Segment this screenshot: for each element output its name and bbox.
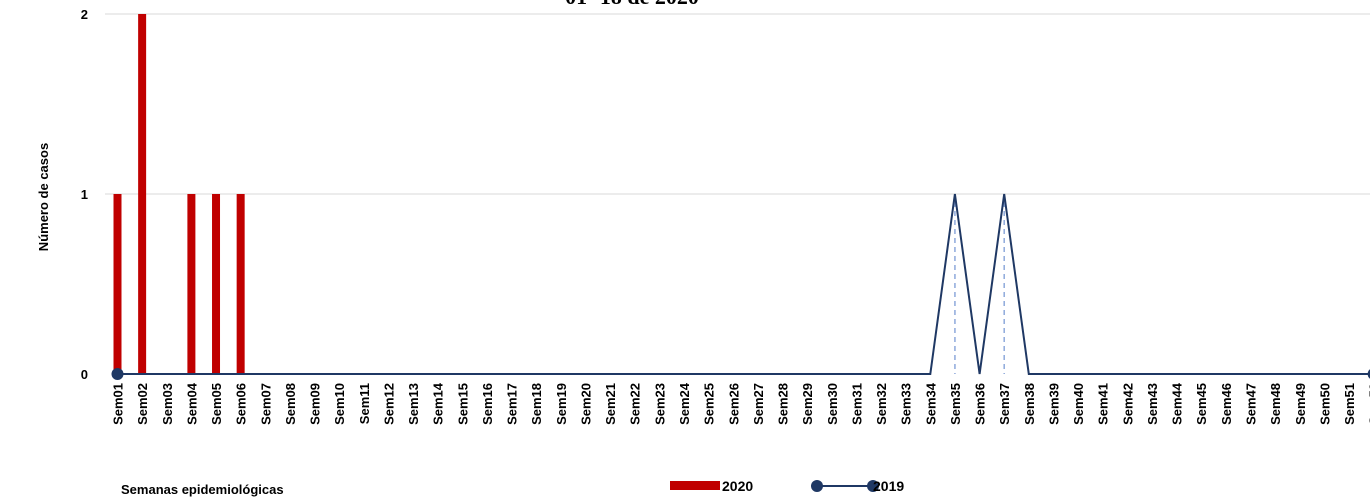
x-tick-label: Sem32 [874, 383, 889, 425]
x-tick-label: Sem37 [997, 383, 1012, 425]
x-tick-label: Sem36 [973, 383, 988, 425]
bar [113, 194, 122, 374]
x-tick-label: Sem27 [751, 383, 766, 425]
x-tick-label: Sem26 [726, 383, 741, 425]
x-tick-label: Sem12 [381, 383, 396, 425]
gridlines [105, 13, 1370, 195]
x-tick-label: Sem41 [1096, 383, 1111, 425]
x-tick-label: Sem48 [1268, 383, 1283, 425]
x-tick-label: Sem34 [923, 382, 938, 425]
x-tick-label: Sem52 [1367, 383, 1370, 425]
x-tick-label: Sem45 [1194, 383, 1209, 425]
y-axis-label: Número de casos [36, 143, 51, 251]
x-tick-label: Sem24 [677, 382, 692, 425]
x-tick-label: Sem47 [1243, 383, 1258, 425]
x-tick-label: Sem30 [825, 383, 840, 425]
x-ticks: Sem01 Sem02 Sem03 Sem04 Sem05 Sem06 Sem07 Sem08… [111, 382, 1370, 425]
x-tick-label: Sem25 [702, 383, 717, 425]
x-tick-label: Sem14 [431, 382, 446, 425]
y-tick-label: 0 [81, 367, 88, 382]
x-tick-label: Sem17 [505, 383, 520, 425]
x-tick-label: Sem19 [554, 383, 569, 425]
point-marker [111, 368, 124, 380]
x-tick-label: Sem02 [135, 383, 150, 425]
x-tick-label: Sem42 [1120, 383, 1135, 425]
legend-label-2020: 2020 [722, 478, 753, 494]
x-tick-label: Sem31 [849, 383, 864, 425]
x-tick-label: Sem46 [1219, 383, 1234, 425]
x-tick-label: Sem10 [332, 383, 347, 425]
bar [212, 194, 221, 374]
x-tick-label: Sem20 [578, 383, 593, 425]
x-tick-label: Sem11 [357, 383, 372, 424]
y-tick-label: 1 [81, 187, 88, 202]
x-tick-label: Sem35 [948, 383, 963, 425]
x-tick-label: Sem15 [455, 383, 470, 425]
x-tick-label: Sem50 [1317, 383, 1332, 425]
legend-swatch-2020 [670, 481, 720, 490]
x-tick-label: Sem28 [776, 383, 791, 425]
x-tick-label: Sem38 [1022, 383, 1037, 425]
series-line [117, 193, 1370, 375]
bars-2020 [113, 14, 245, 374]
legend-marker-2019-start [811, 480, 823, 492]
legend-marker-2019-end [867, 480, 879, 492]
x-tick-label: Sem21 [603, 383, 618, 425]
bar [187, 194, 196, 374]
y-ticks: 0 1 2 [81, 7, 88, 382]
y-tick-label: 2 [81, 7, 88, 22]
x-tick-label: Sem44 [1170, 382, 1185, 425]
x-tick-label: Sem01 [111, 383, 126, 425]
x-tick-label: Sem06 [234, 383, 249, 425]
bar [138, 14, 147, 374]
x-tick-label: Sem09 [308, 383, 323, 425]
x-tick-label: Sem08 [283, 383, 298, 425]
x-tick-label: Sem04 [184, 382, 199, 425]
x-tick-label: Sem33 [899, 383, 914, 425]
legend-label-2019: 2019 [873, 478, 904, 494]
x-tick-label: Sem49 [1293, 383, 1308, 425]
chart-title: 01- 18 de 2020 [565, 0, 699, 9]
x-tick-label: Sem03 [160, 383, 175, 425]
x-tick-label: Sem43 [1145, 383, 1160, 425]
x-tick-label: Sem51 [1342, 383, 1357, 425]
x-tick-label: Sem16 [480, 383, 495, 425]
x-tick-label: Sem07 [258, 383, 273, 425]
x-tick-label: Sem05 [209, 383, 224, 425]
x-axis-label: Semanas epidemiológicas [121, 482, 284, 497]
legend: 2020 2019 [670, 478, 904, 494]
x-tick-label: Sem39 [1046, 383, 1061, 425]
x-tick-label: Sem40 [1071, 383, 1086, 425]
x-tick-label: Sem18 [529, 383, 544, 425]
bar [236, 194, 245, 374]
x-tick-label: Sem13 [406, 383, 421, 425]
x-tick-label: Sem22 [628, 383, 643, 425]
point-marker [1367, 369, 1370, 379]
x-tick-label: Sem23 [652, 383, 667, 425]
line-2019 [111, 193, 1370, 380]
x-tick-label: Sem29 [800, 383, 815, 425]
